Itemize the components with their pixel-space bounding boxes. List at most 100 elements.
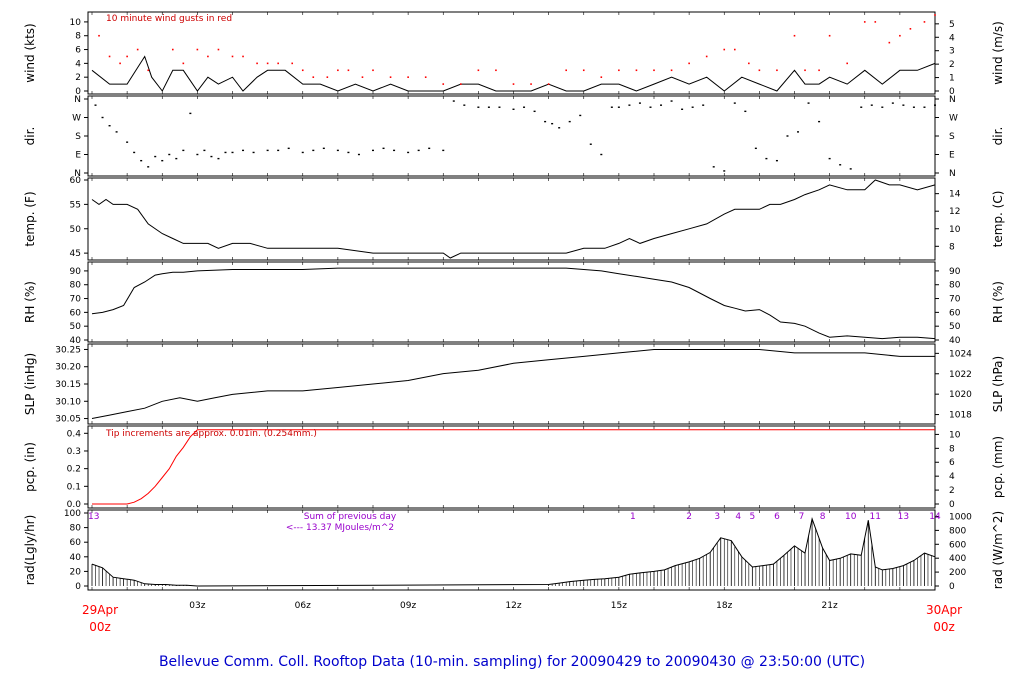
wind-gust-point <box>828 34 831 37</box>
wind-gust-point <box>256 62 258 65</box>
dir-panel: dir. dir.N NE ES SW WN N <box>23 95 1005 179</box>
rad-right-tick-label: 1000 <box>949 512 972 522</box>
dir-point <box>217 157 220 160</box>
slp-left-tick-label: 30.15 <box>55 380 81 390</box>
wind-gust-point <box>266 62 269 65</box>
wind-gust-point <box>217 48 220 51</box>
dir-point <box>775 159 778 162</box>
dir-point <box>600 153 603 156</box>
dir-point <box>839 164 842 166</box>
dir-point <box>94 104 97 106</box>
wind-gust-point <box>748 62 750 65</box>
dir-point <box>902 104 905 106</box>
x-tick-label: 15z <box>611 601 627 611</box>
dir-point <box>786 135 789 137</box>
wind-gust-point <box>733 48 736 51</box>
dir-point <box>242 149 245 152</box>
rad-hour-label: 4 <box>735 512 741 522</box>
rad-hour-label: 13 <box>88 512 99 522</box>
start-date-label: 29Apr <box>82 603 118 617</box>
rad-hour-label: 13 <box>898 512 909 522</box>
dir-frame <box>87 95 936 177</box>
dir-point <box>382 147 385 150</box>
wind-ylabel-left: wind (kts) <box>23 23 37 82</box>
rad-right-tick-label: 200 <box>949 568 966 578</box>
rh-left-tick-label: 50 <box>70 322 82 332</box>
dir-point <box>196 153 199 156</box>
dir-point <box>287 147 290 150</box>
wind-gust-point <box>565 69 567 72</box>
pcp-right-tick-label: 8 <box>949 444 955 454</box>
pcp-right-tick-label: 4 <box>949 472 955 482</box>
dir-point <box>224 151 227 154</box>
dir-point <box>231 151 234 154</box>
chart-title: Bellevue Comm. Coll. Rooftop Data (10-mi… <box>159 654 865 670</box>
dir-point <box>934 104 936 106</box>
slp-panel: 30.05 30.10 30.15 30.20 30.25 1018 1020 1022 102… <box>23 343 1005 425</box>
dir-ylabel-left: dir. <box>23 127 37 146</box>
slp-ylabel-left: SLP (inHg) <box>23 353 37 415</box>
dir-point <box>807 102 810 104</box>
dir-point <box>487 106 490 108</box>
dir-point <box>357 153 360 156</box>
rh-left-tick-label: 70 <box>70 295 82 305</box>
rad-left-tick-label: 20 <box>70 567 82 577</box>
temp-left-tick-label: 45 <box>70 249 81 259</box>
wind-speed-line <box>91 55 936 92</box>
wind-gust-point <box>888 41 891 44</box>
dir-point <box>828 157 831 160</box>
dir-right-tick-label: E <box>949 151 955 161</box>
dir-point <box>617 106 620 108</box>
dir-point <box>126 141 129 143</box>
dir-point <box>568 120 571 123</box>
wind-left-tick-label: 10 <box>70 18 82 28</box>
dir-point <box>881 106 884 108</box>
dir-point <box>407 151 410 154</box>
wind-gust-point <box>347 69 350 72</box>
dir-point <box>610 106 613 108</box>
dir-point <box>347 151 350 154</box>
pcp-ylabel-right: pcp. (mm) <box>991 436 1005 498</box>
temp-right-tick-label: 10 <box>949 225 961 235</box>
pcp-ylabel-left: pcp. (in) <box>23 442 37 492</box>
wind-gust-point <box>582 69 585 72</box>
pcp-left-tick-label: 0.3 <box>67 447 81 457</box>
rad-panel: 02040608010002004006008001000rad(Lgly/hr… <box>23 509 1005 592</box>
wind-gust-point <box>688 62 690 65</box>
wind-right-tick-label: 3 <box>949 47 955 57</box>
dir-point <box>912 106 915 108</box>
dir-point <box>140 159 143 162</box>
wind-gust-point <box>530 83 532 85</box>
wind-right-tick-label: 5 <box>949 20 955 30</box>
rh-right-tick-label: 80 <box>949 281 961 291</box>
dir-point <box>266 149 269 152</box>
pcp-left-tick-label: 0.0 <box>67 500 82 510</box>
dir-point <box>723 170 726 172</box>
dir-right-tick-label: S <box>949 132 955 142</box>
wind-gust-point <box>909 28 912 30</box>
dir-point <box>523 106 526 108</box>
rad-hour-label: 5 <box>749 512 755 522</box>
dir-point <box>512 108 515 110</box>
dir-point <box>210 155 213 158</box>
pcp-frame <box>87 425 936 509</box>
dir-point <box>638 102 641 104</box>
x-tick-label: 06z <box>295 601 311 611</box>
slp-left-tick-label: 30.20 <box>55 363 81 373</box>
rad-hour-label: 1 <box>630 512 636 522</box>
start-time-label: 00z <box>89 620 111 634</box>
temp-frame <box>87 177 936 261</box>
rh-right-tick-label: 40 <box>949 336 961 346</box>
wind-gust-point <box>705 55 708 58</box>
wind-gust-point <box>874 21 877 23</box>
temp-line <box>91 179 936 259</box>
slp-left-tick-label: 30.05 <box>55 415 81 425</box>
dir-point <box>442 149 445 152</box>
wind-gust-point <box>242 55 244 58</box>
dir-point <box>312 149 315 152</box>
wind-gust-point <box>793 34 796 37</box>
dir-point <box>115 131 118 133</box>
dir-point <box>161 159 164 162</box>
wind-gust-point <box>934 14 936 16</box>
